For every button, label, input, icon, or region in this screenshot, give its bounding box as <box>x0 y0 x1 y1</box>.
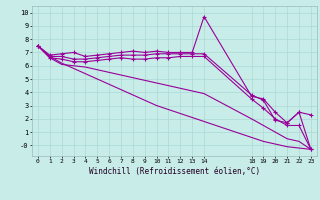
X-axis label: Windchill (Refroidissement éolien,°C): Windchill (Refroidissement éolien,°C) <box>89 167 260 176</box>
